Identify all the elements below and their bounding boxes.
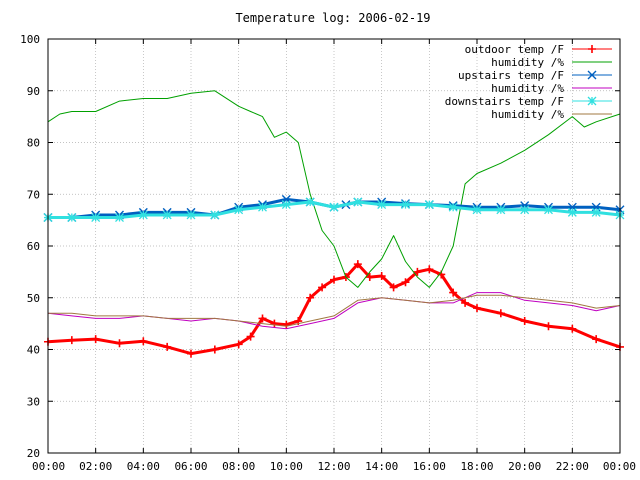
legend-label: upstairs temp /F — [458, 69, 564, 82]
grid — [47, 38, 621, 454]
x-tick-label: 06:00 — [174, 460, 207, 473]
axis-ticks: 20 30 40 50 60 70 80 90 100 00:00 02:00 04:00 06:00 0… — [20, 33, 636, 473]
legend-label: humidity /% — [491, 108, 564, 121]
data-point — [139, 337, 148, 346]
data-point — [258, 202, 267, 212]
data-point — [67, 336, 76, 345]
data-point — [258, 314, 267, 323]
data-point — [568, 324, 577, 333]
data-point — [91, 213, 101, 222]
x-tick-label: 14:00 — [365, 460, 398, 473]
legend-label: humidity /% — [491, 56, 564, 69]
data-point — [281, 200, 291, 210]
data-point — [186, 210, 196, 220]
y-tick-label: 60 — [27, 240, 40, 253]
chart-title: Temperature log: 2006-02-19 — [235, 11, 430, 25]
x-tick-label: 08:00 — [222, 460, 255, 473]
data-point — [67, 213, 77, 222]
legend-label: humidity /% — [491, 82, 564, 95]
data-point — [377, 272, 386, 281]
data-point — [187, 349, 195, 358]
data-point — [401, 278, 410, 287]
data-point — [330, 275, 338, 284]
x-tick-label: 04:00 — [127, 460, 160, 473]
data-point — [306, 293, 315, 302]
data-point — [210, 345, 219, 354]
plot-area — [43, 90, 625, 358]
legend-label: downstairs temp /F — [445, 95, 564, 108]
data-point — [544, 322, 553, 331]
data-point — [138, 210, 148, 220]
data-point — [424, 200, 434, 210]
series-1 — [44, 260, 624, 358]
data-point — [318, 283, 327, 292]
data-point — [270, 319, 279, 328]
data-point — [544, 205, 553, 215]
x-tick-label: 20:00 — [508, 460, 541, 473]
x-tick-label: 16:00 — [413, 460, 446, 473]
x-tick-label: 00:00 — [32, 460, 65, 473]
x-tick-label: 10:00 — [270, 460, 303, 473]
data-point — [472, 205, 482, 215]
data-point — [401, 200, 410, 210]
y-tick-label: 100 — [20, 33, 40, 46]
data-point — [246, 332, 255, 341]
y-tick-label: 20 — [27, 447, 40, 460]
data-point — [282, 320, 291, 329]
data-point — [162, 210, 172, 220]
data-point — [377, 200, 387, 210]
data-point — [520, 317, 529, 326]
data-point — [115, 339, 124, 348]
x-tick-label: 22:00 — [556, 460, 589, 473]
data-point — [115, 213, 124, 222]
data-point — [163, 342, 172, 351]
data-point — [234, 340, 243, 349]
y-tick-label: 40 — [27, 344, 40, 357]
data-point — [591, 207, 601, 217]
data-point — [496, 309, 505, 318]
data-point — [587, 96, 597, 106]
data-point — [520, 205, 530, 215]
series-line — [47, 90, 621, 288]
data-point — [448, 202, 458, 212]
data-point — [473, 304, 481, 313]
data-point — [210, 210, 220, 220]
y-tick-label: 70 — [27, 188, 40, 201]
data-point — [461, 298, 470, 307]
data-point — [389, 283, 398, 292]
data-point — [425, 265, 434, 274]
data-point — [353, 260, 362, 269]
series-line — [48, 294, 621, 327]
data-point — [353, 197, 363, 207]
series-5 — [43, 197, 625, 222]
data-point — [567, 207, 577, 217]
y-tick-label: 80 — [27, 137, 40, 150]
series-6 — [48, 294, 621, 327]
y-tick-label: 90 — [27, 85, 40, 98]
data-point — [329, 202, 339, 212]
data-point — [587, 70, 597, 80]
data-point — [91, 335, 100, 344]
x-tick-label: 18:00 — [460, 460, 493, 473]
legend-label: outdoor temp /F — [465, 43, 564, 56]
y-tick-label: 30 — [27, 395, 40, 408]
series-2 — [47, 90, 621, 288]
x-tick-label: 00:00 — [603, 460, 636, 473]
data-point — [365, 273, 374, 282]
data-point — [496, 205, 506, 215]
data-point — [588, 45, 596, 53]
data-point — [413, 267, 422, 276]
data-point — [592, 335, 601, 344]
x-tick-label: 12:00 — [317, 460, 350, 473]
data-point — [305, 197, 315, 207]
y-tick-label: 50 — [27, 292, 40, 305]
data-point — [234, 205, 244, 215]
data-point — [449, 288, 458, 297]
x-tick-label: 02:00 — [79, 460, 112, 473]
